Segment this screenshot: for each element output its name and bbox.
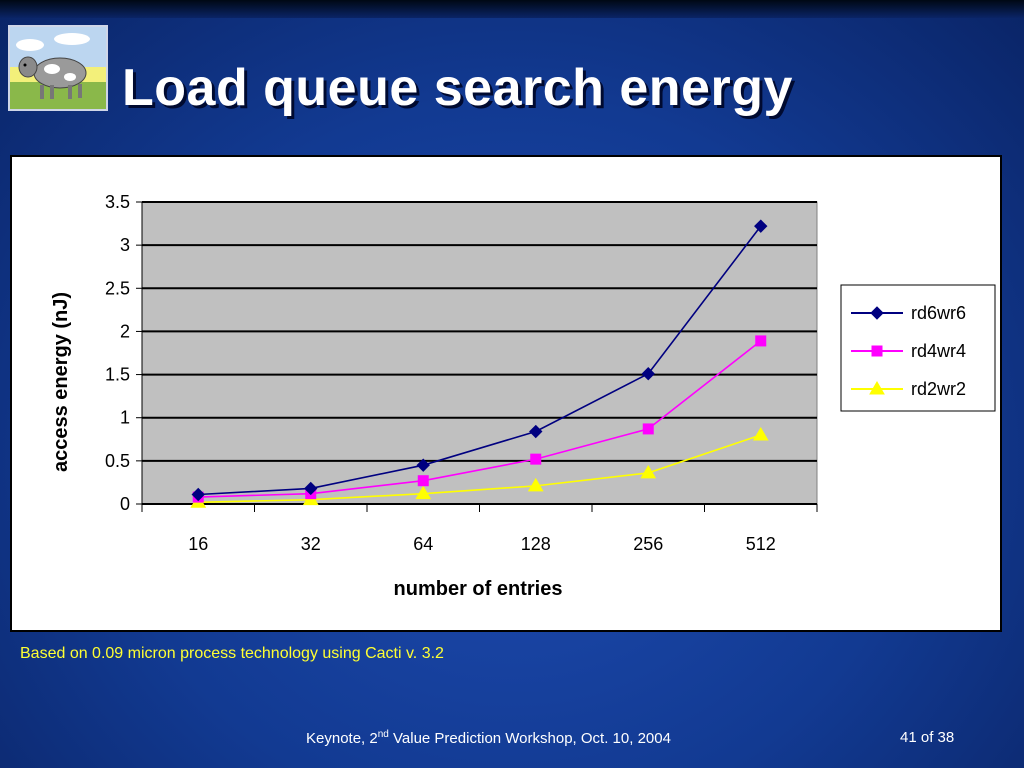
plot-area (141, 201, 818, 505)
legend-marker-rd2wr2 (869, 381, 885, 395)
x-tick-label: 128 (521, 534, 551, 554)
x-axis-label: number of entries (394, 578, 563, 600)
chart-container: 0 0.5 1 1.5 2 2.5 3 3.5 16 32 64 128 256 512 rd6wr6 rd4… (10, 155, 1002, 632)
legend-marker-rd6wr6 (870, 306, 884, 320)
series-line-rd2wr2 (198, 434, 762, 504)
y-tick-label: 2 (120, 321, 130, 341)
legend-label: rd4wr4 (911, 341, 966, 361)
x-tick-label: 16 (188, 534, 208, 554)
y-tick-label: 1 (120, 408, 130, 428)
data-point-rd6wr6 (304, 481, 318, 496)
y-tick-label: 1.5 (105, 365, 130, 385)
data-point-rd6wr6 (529, 424, 543, 439)
legend-label: rd2wr2 (911, 379, 966, 399)
slide-number: 41 of 38 (900, 729, 955, 746)
footnote: Based on 0.09 micron process technology … (20, 645, 444, 662)
y-tick-label: 2.5 (105, 278, 130, 298)
y-axis-label: access energy (nJ) (50, 292, 72, 472)
x-tick-label: 64 (413, 534, 433, 554)
data-point-rd4wr4 (755, 335, 767, 347)
data-point-rd2wr2 (527, 477, 544, 492)
data-point-rd2wr2 (640, 464, 657, 479)
footer-prefix: Keynote, 2 (306, 730, 378, 747)
legend-label: rd6wr6 (911, 303, 966, 323)
series-line-rd6wr6 (198, 225, 762, 496)
x-tick-label: 32 (301, 534, 321, 554)
data-point-rd6wr6 (191, 487, 205, 502)
top-band (0, 0, 1024, 18)
line-chart: 0 0.5 1 1.5 2 2.5 3 3.5 16 32 64 128 256 512 rd6wr6 rd4… (50, 192, 996, 600)
y-tick-label: 3 (120, 235, 130, 255)
data-point-rd4wr4 (417, 475, 429, 487)
footer-sup: nd (377, 729, 389, 740)
x-tick-label: 512 (746, 534, 776, 554)
y-tick-label: 0.5 (105, 451, 130, 471)
data-point-rd6wr6 (416, 458, 430, 472)
footer-suffix: Value Prediction Workshop, Oct. 10, 2004 (388, 730, 671, 747)
data-point-rd6wr6 (754, 219, 768, 233)
data-point-rd2wr2 (752, 426, 769, 441)
page-title: Load queue search energy (122, 59, 793, 117)
cow-logo (8, 25, 108, 111)
series-line-rd4wr4 (198, 340, 762, 498)
y-tick-label: 3.5 (105, 192, 130, 212)
x-tick-label: 256 (633, 534, 663, 554)
data-point-rd6wr6 (641, 367, 655, 381)
data-point-rd4wr4 (642, 423, 654, 435)
data-point-rd2wr2 (415, 485, 432, 500)
legend-marker-rd4wr4 (871, 345, 883, 357)
data-point-rd4wr4 (530, 453, 542, 465)
footer-event: Keynote, 2nd Value Prediction Workshop, … (306, 729, 671, 747)
y-tick-label: 0 (120, 494, 130, 514)
